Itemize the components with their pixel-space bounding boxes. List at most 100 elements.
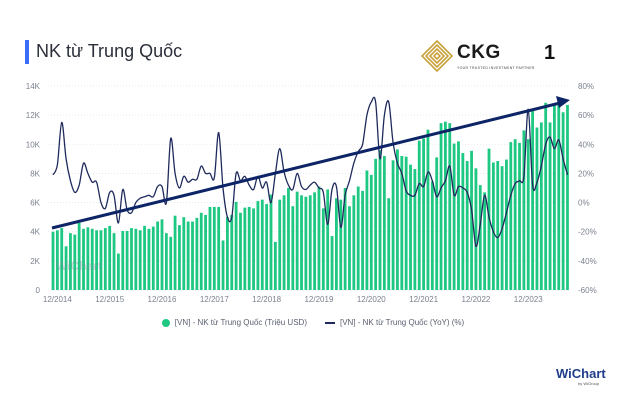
ckg-logo: CKG YOUR TRUSTED INVESTMENT PARTNER	[420, 39, 561, 76]
y-right-tick-label: 20%	[578, 169, 594, 178]
bar	[108, 225, 112, 290]
bar	[55, 230, 59, 290]
bar	[234, 201, 238, 290]
bar	[378, 150, 382, 290]
bar	[164, 233, 168, 290]
bar	[178, 225, 181, 290]
bar	[557, 103, 561, 290]
x-axis: 12/2014 12/2015 12/2016 12/2017 12/2018 12/20…	[43, 295, 543, 304]
bar	[287, 188, 290, 290]
bar	[86, 227, 90, 290]
bar	[548, 122, 552, 290]
bar	[531, 110, 534, 291]
trend-arrow	[51, 96, 570, 230]
bar-series	[51, 102, 569, 291]
bar	[461, 153, 465, 290]
bar	[496, 161, 500, 290]
y-axis-right: -60% -40% -20% 0% 20% 40% 60% 80%	[578, 82, 597, 295]
bar	[82, 228, 85, 290]
bar	[343, 188, 347, 290]
y-right-tick-label: 0%	[578, 199, 590, 208]
bar	[291, 206, 295, 290]
bar	[317, 186, 321, 290]
x-tick-label: 12/2017	[200, 295, 229, 304]
bar	[186, 221, 190, 290]
bar	[90, 228, 94, 290]
bar	[470, 150, 473, 290]
bar	[535, 127, 539, 291]
bar	[404, 156, 408, 290]
y-right-tick-label: -40%	[578, 257, 597, 266]
x-tick-label: 12/2023	[514, 295, 543, 304]
bar	[483, 192, 487, 290]
bar	[77, 222, 81, 290]
bar	[273, 241, 277, 290]
bar	[444, 121, 447, 290]
bar	[382, 155, 386, 290]
bar	[212, 206, 216, 290]
x-tick-label: 12/2020	[357, 295, 386, 304]
bar	[539, 122, 543, 290]
bar	[278, 199, 282, 290]
bar	[117, 253, 120, 290]
y-left-tick-label: 2K	[30, 257, 40, 266]
bar	[147, 228, 151, 290]
legend-item-line[interactable]: [VN] - NK từ Trung Quốc (YoY) (%)	[324, 318, 465, 327]
bar	[566, 104, 569, 290]
bar	[134, 228, 138, 290]
bar	[99, 230, 103, 290]
bar	[230, 214, 234, 290]
wichart-brand: WiChart	[556, 366, 606, 381]
bar	[243, 207, 247, 290]
y-left-tick-label: 0	[36, 286, 41, 295]
bar	[256, 201, 260, 290]
bar	[387, 198, 391, 290]
bar	[199, 212, 203, 290]
y-left-tick-label: 4K	[30, 228, 40, 237]
bar	[526, 139, 530, 290]
bar	[330, 236, 334, 290]
bar	[561, 112, 565, 290]
x-tick-label: 12/2016	[148, 295, 177, 304]
bar	[391, 160, 395, 290]
x-tick-label: 12/2014	[43, 295, 72, 304]
bar	[138, 230, 142, 290]
bar	[505, 159, 508, 290]
bar	[125, 230, 129, 290]
logo-name: CKG	[457, 42, 501, 63]
bar	[396, 149, 399, 290]
bar	[374, 158, 378, 290]
bar	[417, 140, 421, 290]
bar	[130, 228, 133, 290]
bar	[439, 123, 443, 291]
bar	[160, 219, 164, 290]
x-tick-label: 12/2021	[409, 295, 438, 304]
bar	[221, 240, 225, 290]
legend-label: [VN] - NK từ Trung Quốc (YoY) (%)	[339, 318, 465, 327]
bar	[300, 195, 303, 290]
y-right-tick-label: 60%	[578, 111, 594, 120]
bar	[321, 208, 325, 290]
legend: [VN] - NK từ Trung Quốc (Triệu USD) [VN]…	[0, 318, 626, 327]
x-tick-label: 12/2018	[252, 295, 281, 304]
legend-item-bar[interactable]: [VN] - NK từ Trung Quốc (Triệu USD)	[161, 318, 307, 327]
bar	[369, 174, 373, 290]
y-right-tick-label: -60%	[578, 286, 597, 295]
bar	[169, 236, 173, 290]
y-left-tick-label: 6K	[30, 199, 40, 208]
bar	[204, 214, 207, 290]
y-right-tick-label: 40%	[578, 140, 594, 149]
bar	[260, 199, 264, 290]
x-tick-label: 12/2015	[95, 295, 124, 304]
bar	[365, 170, 369, 290]
bar	[356, 186, 360, 290]
y-axis-left: 0 2K 4K 6K 8K 10K 12K 14K	[26, 82, 41, 295]
page-number: 1	[544, 42, 556, 64]
bar	[348, 206, 351, 290]
watermark: WiChart	[56, 259, 102, 273]
bar	[173, 215, 177, 290]
bar	[64, 246, 68, 290]
bar	[95, 230, 98, 290]
y-left-tick-label: 12K	[26, 111, 41, 120]
bar	[509, 142, 513, 290]
